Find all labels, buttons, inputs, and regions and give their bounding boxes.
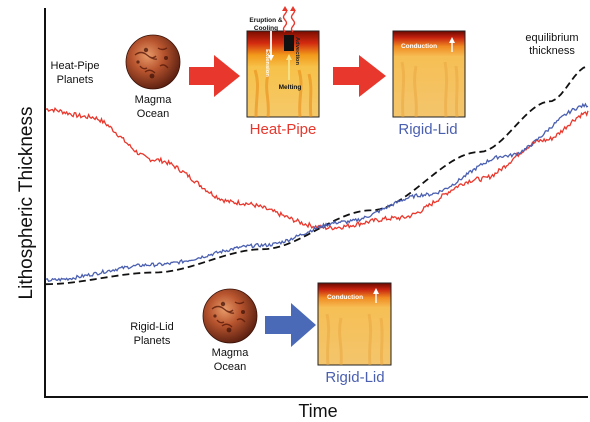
red-arrow-icon (333, 55, 386, 97)
y-axis-label: Lithospheric Thickness (16, 107, 37, 300)
advection-label: Advection (294, 37, 300, 65)
heat-pipe-planets-label-line1: Heat-Pipe (51, 60, 100, 72)
magma-ocean-planet-icon (125, 34, 181, 90)
heat-pipe-panel (246, 30, 320, 118)
axes: Lithospheric Thickness Time (16, 8, 588, 421)
red-arrow-icon (189, 55, 240, 97)
extension-label: Extension (264, 49, 270, 77)
heat-pipe-planets-label-line2: Planets (57, 74, 94, 86)
equilibrium-curve (45, 65, 589, 286)
equilibrium-label-line1: equilibrium (525, 32, 578, 44)
rigid-lid-caption-top: Rigid-Lid (398, 121, 457, 138)
melting-label: Melting (279, 84, 302, 91)
conduction-label-bottom: Conduction (327, 294, 363, 301)
rigid-lid-caption-bottom: Rigid-Lid (325, 369, 384, 386)
x-axis-label: Time (298, 401, 337, 421)
eruption-label-line2: Cooling (254, 25, 278, 32)
rigid-lid-row: Rigid-Lid Planets Magma Ocean Conducti (130, 282, 392, 386)
magma-ocean-planet-icon (202, 288, 258, 344)
magma-ocean-label-line1: Magma (135, 94, 173, 106)
rigid-lid-planets-label-line2: Planets (134, 335, 171, 347)
equilibrium-label-line2: thickness (529, 45, 575, 57)
blue-arrow-icon (265, 303, 316, 347)
curves (45, 65, 589, 286)
rigid-lid-panel-top (392, 30, 466, 118)
heat-pipe-caption: Heat-Pipe (250, 121, 317, 138)
rigid-lid-panel-bottom (317, 282, 392, 366)
heat-pipe-row: Heat-Pipe Planets Magma Ocean (51, 6, 466, 138)
rigid-lid-curve (45, 102, 589, 282)
magma-ocean-label-line2: Ocean (137, 108, 169, 120)
conduction-label-top: Conduction (401, 43, 437, 50)
rigid-lid-planets-label-line1: Rigid-Lid (130, 321, 173, 333)
magma-ocean-label-line1: Magma (212, 347, 250, 359)
heat-pipe-curve (45, 106, 589, 231)
eruption-label-line1: Eruption & (249, 17, 283, 24)
magma-ocean-label-line2: Ocean (214, 361, 246, 373)
wavy-heat-icon (282, 6, 296, 33)
